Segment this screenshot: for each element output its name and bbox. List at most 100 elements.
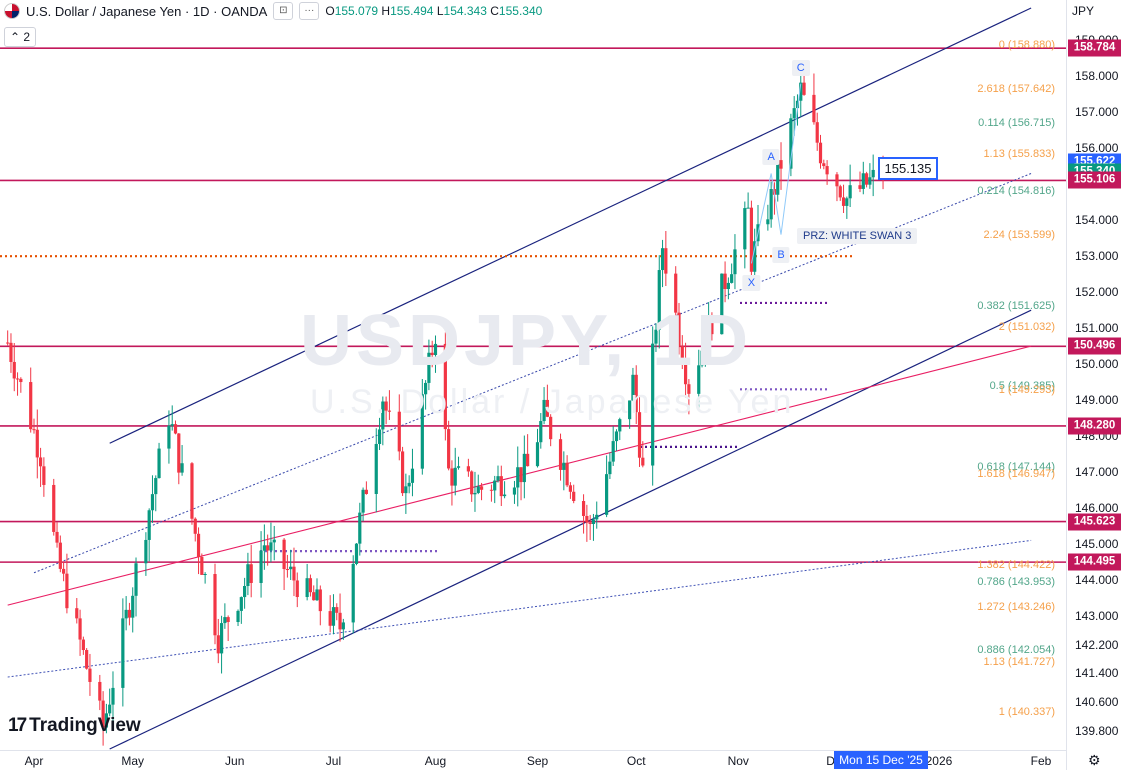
candle-body <box>499 476 503 497</box>
low-label: L <box>436 4 444 18</box>
candle-body <box>295 580 299 598</box>
candle-body <box>420 394 424 469</box>
candle-body <box>746 207 750 209</box>
price-tick-label: 149.000 <box>1075 393 1119 408</box>
price-tick-label: 140.600 <box>1075 695 1119 710</box>
price-tick-label: 153.000 <box>1075 249 1119 264</box>
currency-label[interactable]: JPY <box>1072 4 1095 18</box>
crosshair-date-badge: Mon 15 Dec '25 <box>834 751 928 769</box>
candle-body <box>858 185 862 189</box>
candle-body <box>631 374 635 401</box>
candle-body <box>108 704 112 714</box>
candle-body <box>15 378 20 380</box>
candle-body <box>493 480 497 491</box>
candle-body <box>424 382 428 395</box>
candle-body <box>512 487 517 495</box>
close-label: C <box>490 4 499 18</box>
fib-level-label: 1.618 (146.947) <box>977 467 1055 480</box>
fib-level-label: 1.13 (155.833) <box>983 148 1055 161</box>
candle-body <box>315 589 319 601</box>
time-tick-label: Jul <box>325 754 342 768</box>
candle-body <box>591 519 596 525</box>
candle-body <box>400 451 405 494</box>
candle-body <box>377 429 382 444</box>
candle-body <box>835 174 839 187</box>
candle-body <box>466 466 470 472</box>
candle-body <box>127 609 132 618</box>
candle-body <box>562 462 566 470</box>
candle-body <box>98 681 102 701</box>
candle-body <box>259 550 263 583</box>
candle-body <box>733 249 737 275</box>
price-tick-label: 154.000 <box>1075 213 1119 228</box>
price-marker-label: 150.496 <box>1068 337 1121 355</box>
candle-body <box>154 478 158 495</box>
candle-body <box>292 566 296 581</box>
candle-body <box>779 160 783 169</box>
candle-body <box>479 486 484 490</box>
candle-body <box>539 421 543 443</box>
candle-body <box>433 343 438 356</box>
candle-body <box>608 461 612 475</box>
candle-body <box>818 142 823 164</box>
price-tick-label: 141.400 <box>1075 666 1119 681</box>
blue-dotted-trendline <box>7 539 1032 678</box>
candle-body <box>697 365 701 394</box>
price-tick-label: 143.000 <box>1075 608 1119 623</box>
candle-body <box>246 564 250 587</box>
candle-body <box>723 273 727 290</box>
candle-body <box>358 512 362 544</box>
candle-body <box>374 443 378 494</box>
indicators-toggle[interactable]: ⌃ 2 <box>4 27 37 47</box>
candle-body <box>312 592 316 601</box>
fib-level-label: 0.618 (147.144) <box>977 460 1055 473</box>
candle-body <box>124 609 128 619</box>
candle-body <box>519 467 523 483</box>
candle-body <box>710 316 714 335</box>
candle-body <box>674 273 678 313</box>
candle-body <box>720 273 724 335</box>
chevron-up-icon: ⌃ <box>10 30 21 44</box>
time-tick-label: Jun <box>225 754 245 768</box>
candle-body <box>443 343 447 430</box>
candle-body <box>753 241 757 272</box>
candle-body <box>841 197 846 206</box>
time-tick-label: Feb <box>1030 754 1052 768</box>
hide-icon[interactable]: ⊡ <box>273 2 294 20</box>
price-marker-label: 158.784 <box>1068 39 1121 57</box>
logo-mark: 17 <box>8 715 27 736</box>
candle-body <box>516 467 520 488</box>
candle-body <box>85 650 89 669</box>
time-tick-label: Apr <box>24 754 44 768</box>
candle-body <box>216 635 220 654</box>
candle-body <box>822 163 826 167</box>
candle-body <box>285 569 289 571</box>
symbol-title[interactable]: U.S. Dollar / Japanese Yen · 1D · OANDA <box>26 3 268 19</box>
price-chart[interactable] <box>0 0 1066 750</box>
candle-body <box>269 542 273 551</box>
candle-body <box>111 687 115 705</box>
candle-body <box>558 439 563 470</box>
candle-body <box>121 618 125 688</box>
candle-body <box>792 108 796 119</box>
candle-body <box>35 429 39 458</box>
more-icon[interactable]: ··· <box>299 2 320 20</box>
indicator-count: 2 <box>23 30 31 44</box>
candle-body <box>167 425 171 449</box>
candle-body <box>707 316 711 350</box>
harmonic-pattern-line <box>750 83 802 264</box>
pattern-point-label: C <box>791 59 810 76</box>
gear-icon[interactable]: ⚙ <box>1088 752 1101 768</box>
candle-body <box>62 568 66 574</box>
candle-body <box>12 361 16 379</box>
candle-body <box>381 401 385 430</box>
candle-body <box>657 270 661 330</box>
candle-body <box>871 169 875 178</box>
candle-body <box>795 100 800 109</box>
price-axis[interactable]: 139.800 140.600 141.400 142.200 143.000 144.0… <box>1066 0 1121 770</box>
tradingview-logo[interactable]: 17 TradingView <box>8 715 141 737</box>
price-tick-label: 151.000 <box>1075 321 1119 336</box>
candle-body <box>618 419 622 432</box>
candle-body <box>430 352 434 356</box>
candle-body <box>496 476 500 481</box>
